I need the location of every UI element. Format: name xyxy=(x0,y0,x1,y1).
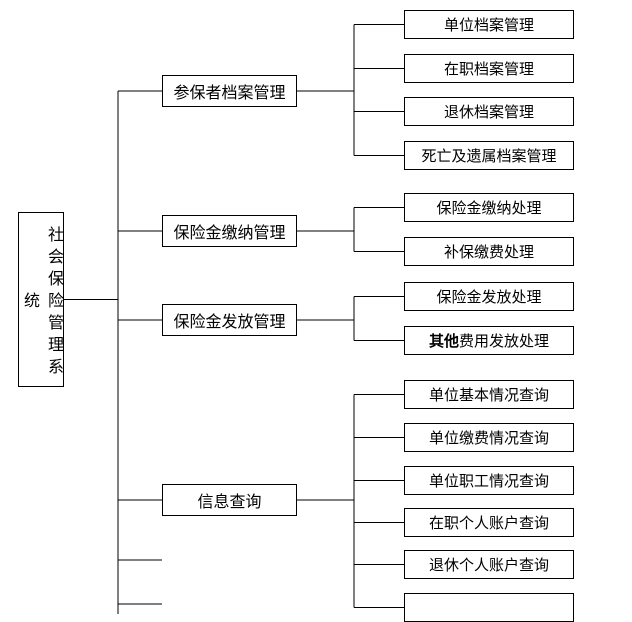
leaf-node: 退休个人账户查询 xyxy=(404,550,574,579)
leaf-node: 退休档案管理 xyxy=(404,97,574,126)
leaf-node: 单位职工情况查询 xyxy=(404,466,574,495)
leaf-node: 死亡及遗属档案管理 xyxy=(404,141,574,170)
group-node-payout: 保险金发放管理 xyxy=(162,304,297,336)
leaf-node: 补保缴费处理 xyxy=(404,237,574,266)
leaf-node: 保险金发放处理 xyxy=(404,282,574,311)
leaf-node: 在职个人账户查询 xyxy=(404,508,574,537)
leaf-node xyxy=(404,593,574,622)
root-node: 社会保险管理系统 xyxy=(18,212,64,387)
leaf-node: 单位档案管理 xyxy=(404,10,574,39)
leaf-node: 单位基本情况查询 xyxy=(404,380,574,409)
group-node-query: 信息查询 xyxy=(162,484,297,516)
leaf-node: 其他费用发放处理 xyxy=(404,326,574,355)
group-node-payment: 保险金缴纳管理 xyxy=(162,215,297,247)
leaf-node: 保险金缴纳处理 xyxy=(404,193,574,222)
leaf-node: 单位缴费情况查询 xyxy=(404,423,574,452)
group-node-archives: 参保者档案管理 xyxy=(162,75,297,107)
leaf-node: 在职档案管理 xyxy=(404,54,574,83)
